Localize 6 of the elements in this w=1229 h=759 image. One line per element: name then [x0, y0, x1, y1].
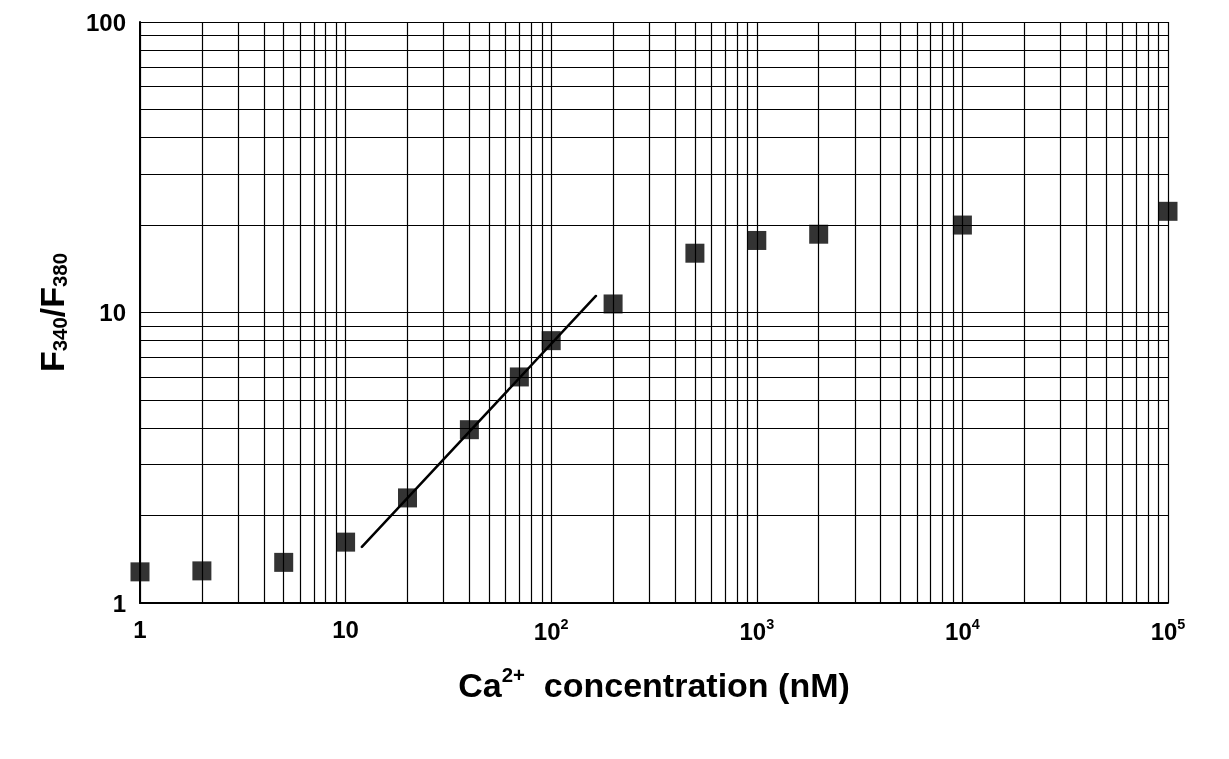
y-tick-label: 1 — [112, 589, 126, 617]
y-axis-title: F340/F380 — [33, 252, 72, 373]
x-tick-label: 10 — [332, 615, 359, 643]
y-tick-label: 10 — [99, 299, 126, 326]
x-tick-label: 1 — [133, 615, 147, 643]
y-tick-label: 100 — [85, 8, 126, 36]
